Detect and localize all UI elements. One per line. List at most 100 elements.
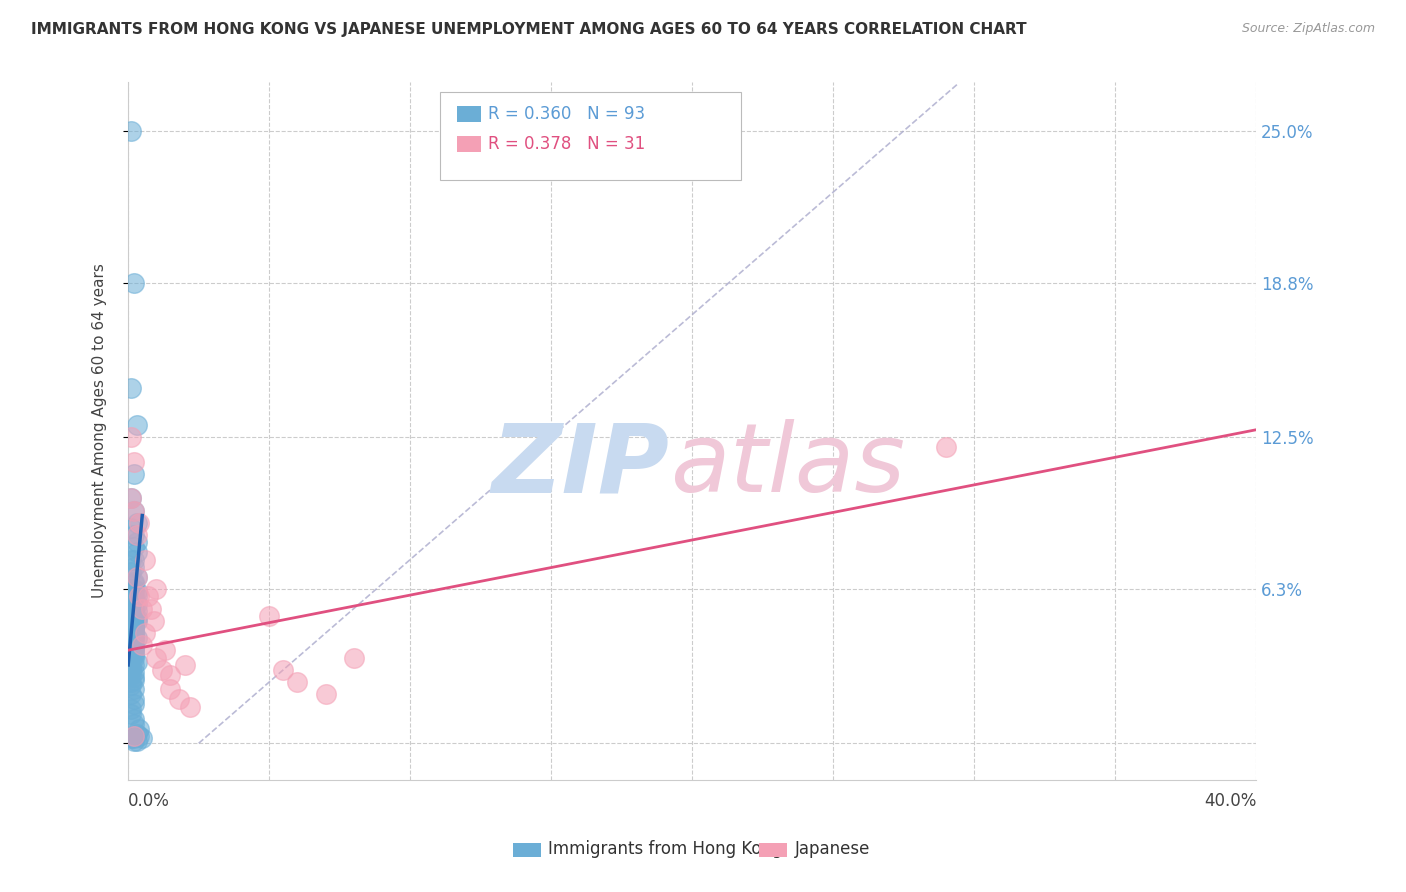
Point	[122, 638, 145, 652]
Point	[120, 565, 142, 579]
Point	[120, 643, 142, 657]
Point	[120, 731, 142, 746]
Point	[120, 660, 142, 674]
Point	[122, 697, 145, 711]
Point	[120, 552, 142, 566]
Point	[122, 692, 145, 706]
Point	[122, 590, 145, 604]
Point	[145, 650, 167, 665]
Point	[120, 594, 142, 608]
Point	[159, 667, 181, 681]
Point	[128, 729, 150, 743]
Text: 0.0%: 0.0%	[128, 792, 170, 810]
Point	[145, 582, 167, 596]
Point	[120, 491, 142, 506]
Point	[120, 687, 142, 701]
Point	[125, 597, 148, 611]
Point	[125, 528, 148, 542]
Point	[179, 699, 201, 714]
Text: atlas: atlas	[669, 419, 904, 512]
Point	[122, 657, 145, 672]
Point	[125, 631, 148, 645]
Point	[125, 614, 148, 628]
Point	[122, 716, 145, 731]
Point	[271, 663, 294, 677]
Point	[122, 560, 145, 574]
Y-axis label: Unemployment Among Ages 60 to 64 years: Unemployment Among Ages 60 to 64 years	[93, 263, 107, 599]
Point	[125, 726, 148, 740]
Point	[122, 503, 145, 517]
Text: IMMIGRANTS FROM HONG KONG VS JAPANESE UNEMPLOYMENT AMONG AGES 60 TO 64 YEARS COR: IMMIGRANTS FROM HONG KONG VS JAPANESE UN…	[31, 22, 1026, 37]
Point	[122, 503, 145, 517]
Point	[120, 381, 142, 395]
Point	[125, 516, 148, 530]
Point	[122, 631, 145, 645]
Point	[120, 591, 142, 606]
Point	[315, 687, 337, 701]
Point	[122, 624, 145, 638]
Point	[134, 552, 156, 566]
Point	[120, 430, 142, 444]
Point	[131, 638, 153, 652]
Point	[128, 516, 150, 530]
Point	[120, 653, 142, 667]
Point	[131, 601, 153, 615]
Point	[120, 675, 142, 690]
Point	[122, 584, 145, 599]
Text: R = 0.378   N = 31: R = 0.378 N = 31	[488, 135, 645, 153]
Point	[173, 657, 195, 672]
Point	[120, 663, 142, 677]
Point	[122, 621, 145, 635]
Point	[128, 590, 150, 604]
Text: Immigrants from Hong Kong: Immigrants from Hong Kong	[548, 840, 783, 858]
Text: Japanese: Japanese	[794, 840, 870, 858]
Point	[120, 650, 142, 665]
Point	[122, 577, 145, 591]
Point	[122, 614, 145, 628]
Point	[125, 570, 148, 584]
Point	[125, 535, 148, 549]
Point	[150, 663, 173, 677]
Text: 40.0%: 40.0%	[1204, 792, 1256, 810]
Point	[142, 614, 165, 628]
Point	[122, 650, 145, 665]
Point	[122, 611, 145, 625]
Point	[134, 626, 156, 640]
Point	[120, 706, 142, 721]
Point	[131, 731, 153, 746]
Point	[122, 628, 145, 642]
Point	[125, 604, 148, 618]
Point	[159, 682, 181, 697]
Point	[120, 677, 142, 691]
Point	[122, 607, 145, 621]
Point	[122, 648, 145, 662]
Point	[120, 636, 142, 650]
Point	[120, 633, 142, 648]
Point	[122, 582, 145, 596]
Point	[136, 590, 159, 604]
Point	[125, 417, 148, 432]
Point	[120, 626, 142, 640]
Point	[125, 584, 148, 599]
Point	[120, 702, 142, 716]
Point	[122, 624, 145, 638]
Point	[122, 640, 145, 655]
Point	[122, 670, 145, 684]
Point	[122, 646, 145, 660]
Point	[122, 734, 145, 748]
Point	[122, 618, 145, 632]
Point	[122, 599, 145, 614]
Point	[122, 574, 145, 589]
Point	[122, 454, 145, 468]
Point	[122, 729, 145, 743]
Point	[122, 552, 145, 566]
Point	[122, 643, 145, 657]
Point	[153, 643, 176, 657]
Point	[257, 608, 280, 623]
Point	[167, 692, 190, 706]
Point	[935, 440, 957, 454]
Point	[122, 640, 145, 655]
Point	[122, 541, 145, 555]
Point	[125, 570, 148, 584]
Point	[120, 648, 142, 662]
